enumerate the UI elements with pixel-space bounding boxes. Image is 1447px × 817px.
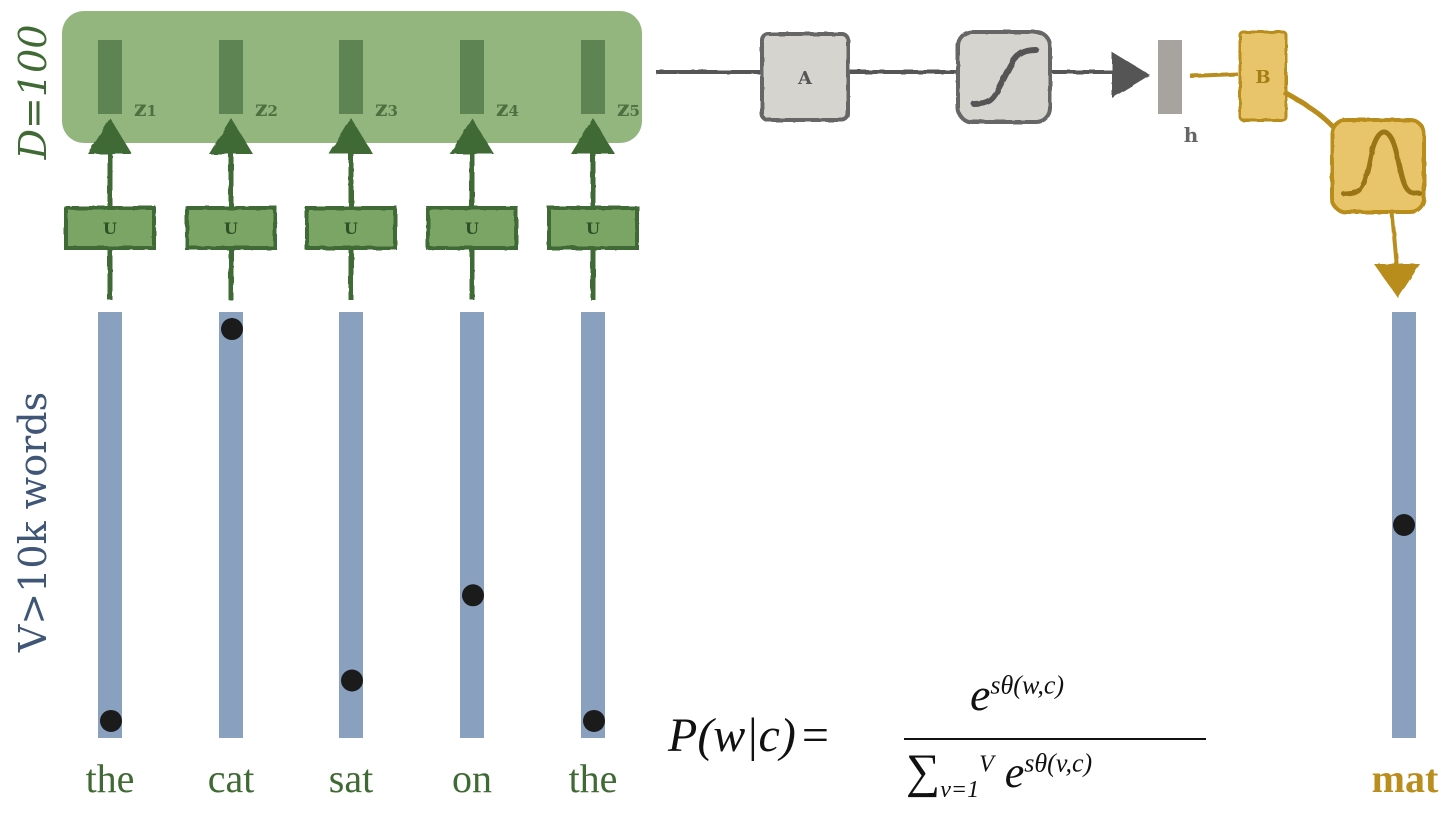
lookup-arrowhead — [209, 118, 253, 154]
input-word: the — [569, 756, 618, 801]
embedding-label: z3 — [375, 96, 398, 122]
output-word-dot — [1393, 514, 1415, 536]
u-box — [426, 206, 518, 250]
formula-denominator: ∑v=1V esθ(v,c) — [906, 744, 1092, 804]
embedding-vector — [219, 40, 243, 114]
embedding-label: z4 — [496, 96, 519, 122]
embedding-index: 5 — [630, 102, 640, 120]
summation-symbol: ∑ — [906, 745, 941, 798]
softmax-formula: P(w|c) = esθ(w,c) ∑v=1V esθ(v,c) — [668, 664, 1228, 814]
input-column: z4 Uon — [426, 40, 519, 801]
formula-numerator: esθ(w,c) — [970, 668, 1064, 721]
softmax-box — [1330, 118, 1426, 214]
u-box — [547, 206, 639, 250]
u-label: U — [224, 219, 238, 238]
numerator-base: e — [970, 669, 991, 720]
embedding-dimension-label: D=100 — [11, 25, 55, 161]
h-label: h — [1184, 123, 1199, 147]
one-hot-bar — [98, 312, 122, 738]
output-arrowhead — [1374, 264, 1420, 298]
embedding-vector — [581, 40, 605, 114]
word-index-dot — [341, 669, 363, 692]
embedding-label: z1 — [134, 96, 157, 122]
one-hot-bar — [581, 312, 605, 738]
embedding-index: 2 — [268, 102, 278, 120]
b-label: B — [1255, 67, 1270, 88]
formula-probability: P(w|c) — [668, 709, 796, 762]
denominator-exponent: sθ(v,c) — [1024, 748, 1093, 778]
embedding-index: 3 — [388, 102, 398, 120]
word-index-dot — [100, 709, 122, 732]
embedding-vector — [339, 40, 363, 114]
a-label: A — [797, 68, 813, 89]
arrow-to-h — [1112, 52, 1150, 98]
b-to-softmax-line — [1282, 89, 1340, 134]
word-index-dot — [221, 318, 243, 341]
embedding-letter: z — [134, 96, 147, 122]
embedding-letter: z — [496, 96, 509, 122]
u-box — [185, 206, 277, 250]
word-index-dot — [462, 584, 484, 607]
word-index-dot — [583, 709, 605, 732]
sum-lower-limit: v=1 — [940, 776, 980, 803]
embedding-label: z2 — [255, 96, 278, 122]
one-hot-bar — [339, 312, 363, 738]
output-word: mat — [1372, 756, 1439, 801]
embedding-index: 1 — [147, 102, 157, 120]
embedding-vector — [98, 40, 122, 114]
formula-lhs: P(w|c) = — [668, 708, 835, 763]
embedding-index: 4 — [509, 102, 519, 120]
a-box — [760, 32, 850, 122]
u-label: U — [344, 219, 358, 238]
lookup-arrowhead — [571, 118, 615, 154]
embedding-letter: z — [255, 96, 268, 122]
u-label: U — [586, 219, 600, 238]
lookup-arrowhead — [450, 118, 494, 154]
hidden-vector-h — [1158, 40, 1182, 114]
lookup-arrowhead — [329, 118, 373, 154]
u-box — [64, 206, 156, 250]
embedding-vector — [460, 40, 484, 114]
b-box — [1238, 30, 1288, 122]
sum-upper-limit: V — [979, 751, 994, 778]
u-label: U — [465, 219, 479, 238]
one-hot-bar — [460, 312, 484, 738]
embedding-letter: z — [617, 96, 630, 122]
gaussian-icon — [1341, 129, 1423, 197]
embedding-letter: z — [375, 96, 388, 122]
one-hot-bar — [219, 312, 243, 738]
input-word: the — [86, 756, 135, 801]
h-to-b-line — [1189, 72, 1239, 78]
sigmoid-icon — [971, 47, 1039, 107]
input-word: on — [452, 756, 492, 801]
numerator-exponent: sθ(w,c) — [990, 670, 1065, 700]
denominator-base: e — [1004, 748, 1025, 797]
input-word: sat — [329, 756, 373, 801]
input-word: cat — [208, 756, 255, 801]
lookup-arrowhead — [88, 118, 132, 154]
vocabulary-size-label: V>10k words — [11, 392, 55, 653]
u-label: U — [103, 219, 117, 238]
embedding-label: z5 — [617, 96, 640, 122]
softmax-to-output-line — [1390, 211, 1399, 269]
fraction-bar — [904, 738, 1206, 740]
u-box — [305, 206, 397, 250]
formula-equals: = — [801, 709, 829, 762]
